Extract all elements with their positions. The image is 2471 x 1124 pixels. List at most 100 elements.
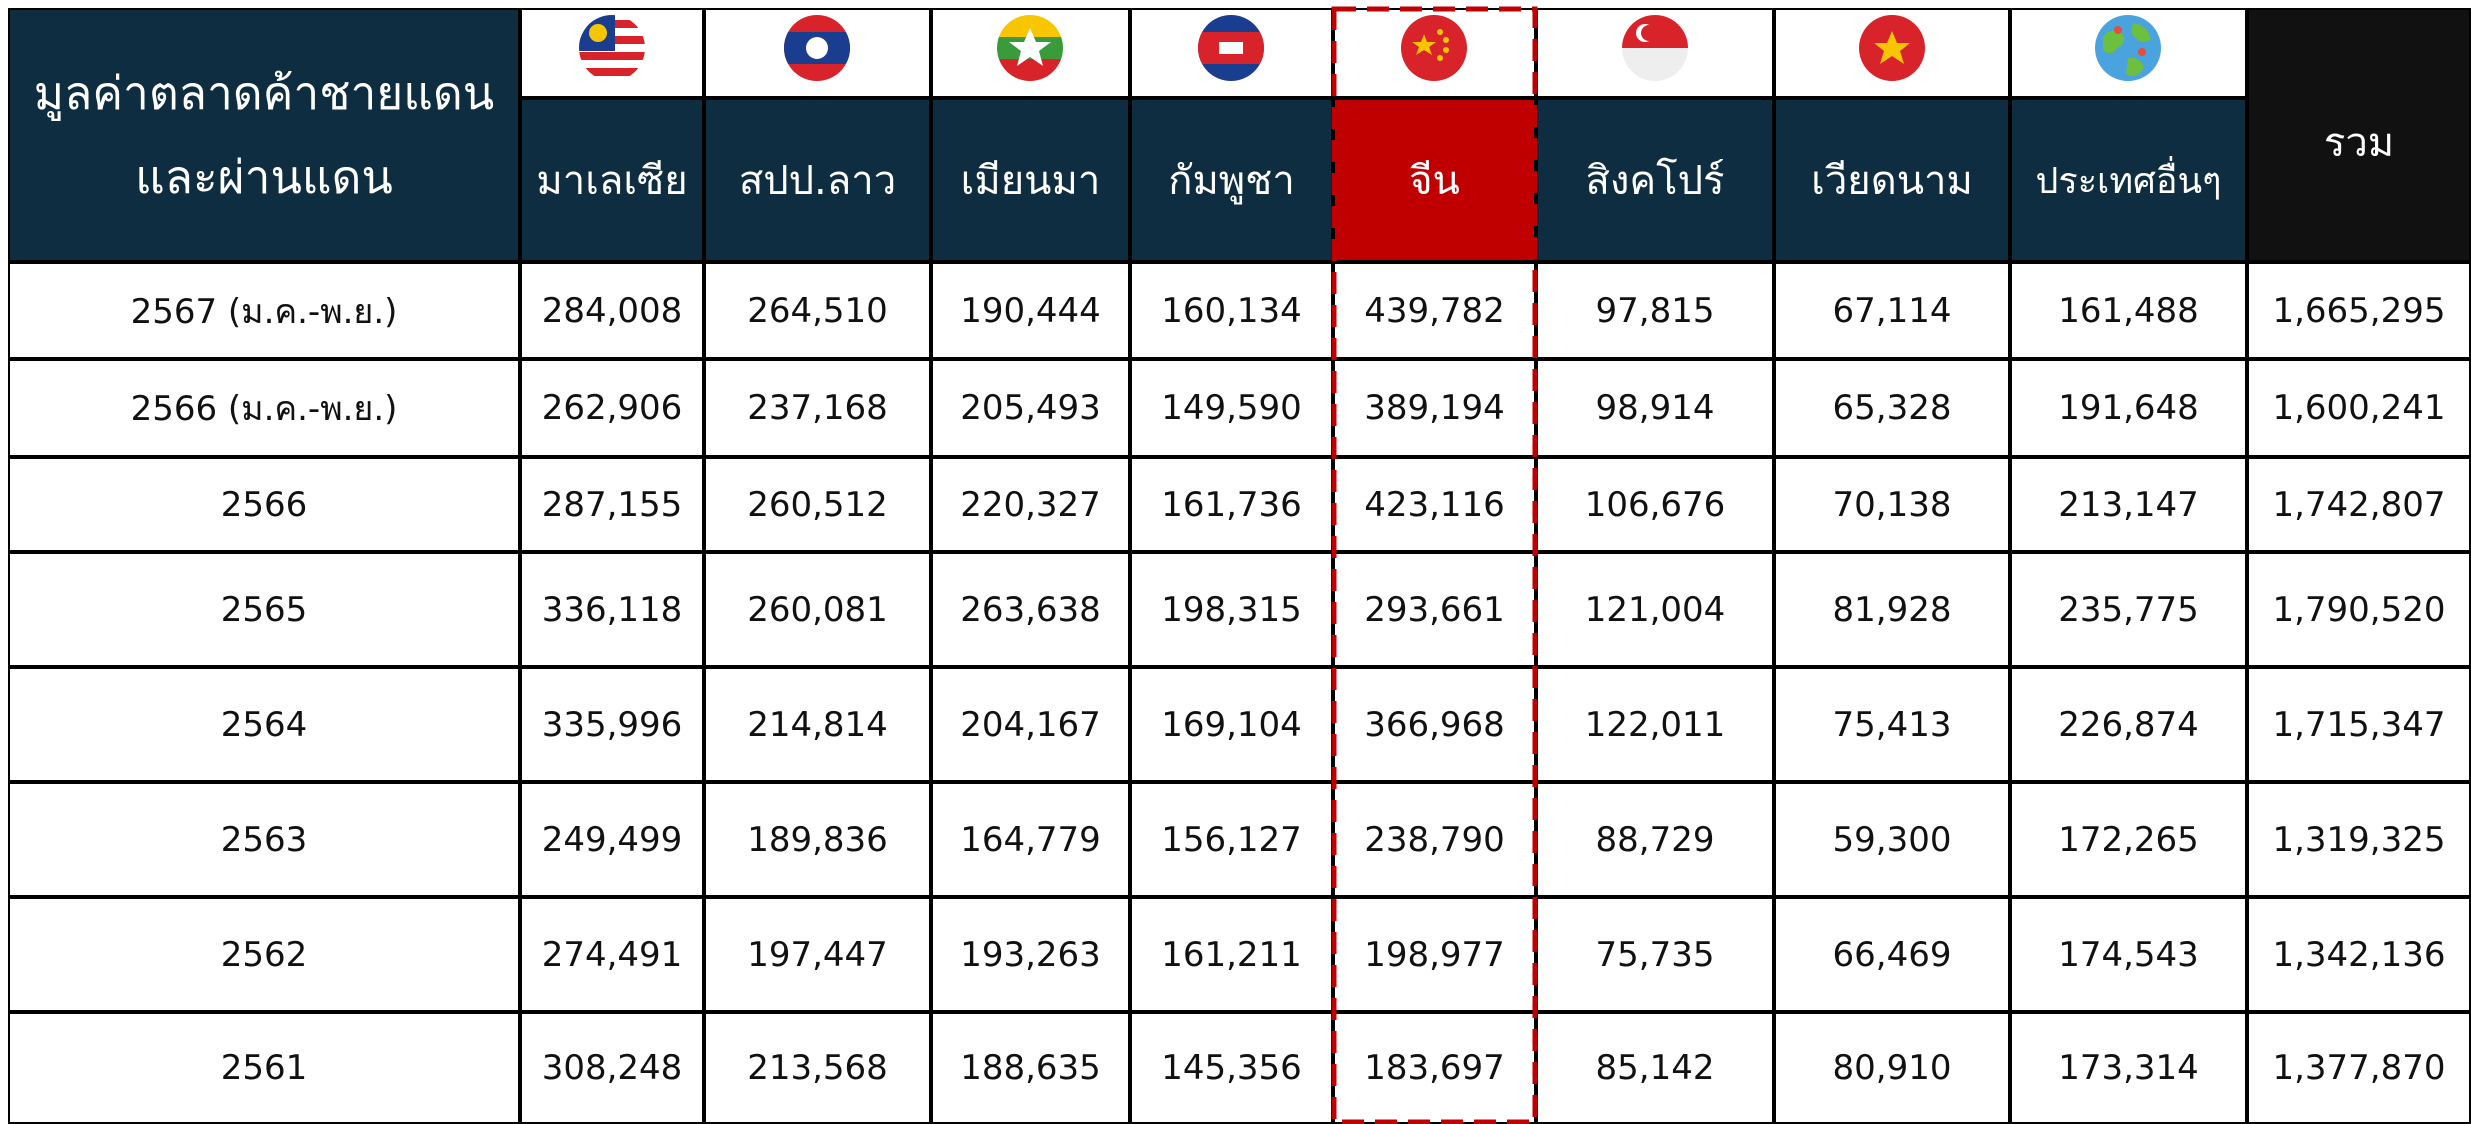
cell-text: 213,568 [747, 1048, 888, 1088]
country-header: กัมพูชา [1130, 98, 1333, 262]
cell-text: 335,996 [541, 704, 683, 745]
total-cell: 1,377,870 [2247, 1012, 2471, 1124]
country-header: มาเลเซีย [520, 98, 704, 262]
value-cell: 260,081 [704, 552, 931, 667]
cell-text: 81,928 [1832, 589, 1952, 630]
value-cell: 197,447 [704, 897, 931, 1012]
value-cell: 65,328 [1774, 359, 2010, 457]
period-cell: 2562 [8, 897, 520, 1012]
cell-text: 161,488 [2058, 290, 2199, 331]
country-header: สิงคโปร์ [1536, 98, 1774, 262]
cell-text: 198,315 [1161, 589, 1302, 630]
cell-text: 260,081 [747, 589, 888, 630]
value-cell: 249,499 [520, 782, 704, 897]
cell-text: 214,814 [747, 704, 888, 745]
value-cell: 238,790 [1333, 782, 1536, 897]
value-cell: 75,735 [1536, 897, 1774, 1012]
value-cell: 80,910 [1774, 1012, 2010, 1124]
cell-text: 1,790,520 [2272, 589, 2446, 630]
cell-text: 169,104 [1161, 704, 1302, 745]
value-cell: 161,736 [1130, 457, 1333, 552]
cell-text: 173,314 [2058, 1048, 2199, 1088]
value-cell: 173,314 [2010, 1012, 2247, 1124]
period-cell: 2561 [8, 1012, 520, 1124]
cell-text: ประเทศอื่นๆ [2035, 160, 2222, 202]
value-cell: 189,836 [704, 782, 931, 897]
cell-text: 205,493 [960, 388, 1101, 428]
cell-text: 197,447 [747, 934, 888, 975]
cell-text: เวียดนาม [1811, 158, 1973, 204]
cell-text: 172,265 [2058, 819, 2199, 860]
value-cell: 81,928 [1774, 552, 2010, 667]
cell-text: 213,147 [2058, 484, 2199, 525]
cell-text: 263,638 [960, 589, 1101, 630]
value-cell: 193,263 [931, 897, 1130, 1012]
cell-text: 174,543 [2058, 934, 2199, 975]
cell-text: 75,735 [1595, 934, 1715, 975]
period-cell: 2565 [8, 552, 520, 667]
value-cell: 122,011 [1536, 667, 1774, 782]
cell-text: 98,914 [1595, 388, 1715, 428]
cell-text: เมียนมา [960, 158, 1101, 204]
cell-text: 67,114 [1832, 290, 1952, 331]
cell-text: 249,499 [541, 819, 683, 860]
value-cell: 190,444 [931, 262, 1130, 359]
cell-text: 274,491 [541, 934, 683, 975]
value-cell: 67,114 [1774, 262, 2010, 359]
value-cell: 59,300 [1774, 782, 2010, 897]
total-header: รวม [2247, 8, 2471, 262]
value-cell: 66,469 [1774, 897, 2010, 1012]
flag-cell [520, 8, 704, 98]
cell-text: 1,342,136 [2272, 934, 2446, 975]
cell-text: 220,327 [960, 484, 1101, 525]
value-cell: 205,493 [931, 359, 1130, 457]
cell-text: 293,661 [1364, 589, 1505, 630]
cell-text: 235,775 [2058, 589, 2199, 630]
cell-text: 145,356 [1161, 1048, 1302, 1088]
country-header: จีน [1333, 98, 1536, 262]
country-header: เมียนมา [931, 98, 1130, 262]
value-cell: 366,968 [1333, 667, 1536, 782]
total-cell: 1,600,241 [2247, 359, 2471, 457]
cell-text: 2562 [220, 934, 308, 975]
value-cell: 188,635 [931, 1012, 1130, 1124]
value-cell: 169,104 [1130, 667, 1333, 782]
cell-text: 2561 [220, 1048, 308, 1088]
value-cell: 260,512 [704, 457, 931, 552]
cell-text: มาเลเซีย [536, 158, 688, 204]
cell-text: 2563 [220, 819, 308, 860]
cell-text: 238,790 [1364, 819, 1505, 860]
cell-text: 164,779 [960, 819, 1101, 860]
cell-text: 161,211 [1161, 934, 1302, 975]
period-cell: 2567 (ม.ค.-พ.ย.) [8, 262, 520, 359]
period-cell: 2564 [8, 667, 520, 782]
value-cell: 172,265 [2010, 782, 2247, 897]
cell-text: มูลค่าตลาดค้าชายแดน [33, 66, 495, 120]
value-cell: 287,155 [520, 457, 704, 552]
value-cell: 263,638 [931, 552, 1130, 667]
cell-text: 204,167 [960, 704, 1101, 745]
value-cell: 174,543 [2010, 897, 2247, 1012]
cell-text: 97,815 [1595, 290, 1715, 331]
cell-text: 59,300 [1832, 819, 1952, 860]
cell-text: 183,697 [1364, 1048, 1505, 1088]
value-cell: 191,648 [2010, 359, 2247, 457]
cell-text: 190,444 [960, 290, 1101, 331]
cell-text: 260,512 [747, 484, 888, 525]
value-cell: 88,729 [1536, 782, 1774, 897]
total-cell: 1,790,520 [2247, 552, 2471, 667]
cell-text: 439,782 [1364, 290, 1505, 331]
value-cell: 156,127 [1130, 782, 1333, 897]
cell-text: 284,008 [541, 290, 683, 331]
period-cell: 2566 [8, 457, 520, 552]
cell-text: 366,968 [1364, 704, 1505, 745]
cell-text: 237,168 [747, 388, 888, 428]
value-cell: 235,775 [2010, 552, 2247, 667]
cell-text: 80,910 [1832, 1048, 1952, 1088]
country-header: เวียดนาม [1774, 98, 2010, 262]
cell-text: 389,194 [1364, 388, 1505, 428]
value-cell: 336,118 [520, 552, 704, 667]
cell-text: 161,736 [1161, 484, 1302, 525]
value-cell: 198,977 [1333, 897, 1536, 1012]
